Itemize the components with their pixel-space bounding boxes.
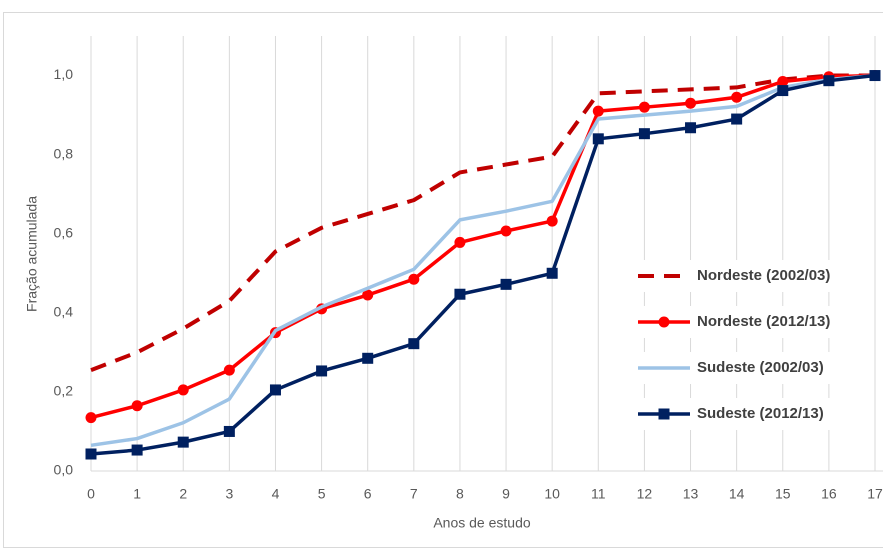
x-tick-label: 16 [821,486,837,502]
marker [658,316,670,328]
series-line [90,73,876,420]
marker [777,75,789,87]
y-tick-label: 0,4 [54,304,74,320]
marker [85,448,97,460]
x-tick-label: 2 [179,486,187,502]
x-tick-label: 6 [364,486,372,502]
marker [269,384,281,396]
x-tick-label: 12 [637,486,653,502]
marker [408,273,420,285]
x-tick-label: 15 [775,486,791,502]
marker [408,338,420,350]
marker [500,278,512,290]
y-tick-label: 0,6 [54,224,74,240]
series-line [90,73,875,373]
x-tick-label: 3 [225,486,233,502]
marker [592,105,604,117]
marker [362,289,374,301]
legend-label: Sudeste (2012/13) [697,405,824,422]
marker [869,70,881,82]
x-tick-label: 13 [683,486,699,502]
marker [223,425,235,437]
y-tick-label: 0,0 [54,462,74,478]
x-tick-label: 1 [133,486,141,502]
marker [131,400,143,412]
x-tick-label: 8 [456,486,464,502]
marker [638,101,650,113]
x-tick-label: 10 [544,486,560,502]
x-tick-label: 7 [410,486,418,502]
marker [777,85,789,97]
y-axis-title: Fração acumulada [24,196,40,312]
y-tick-label: 0,2 [54,383,74,399]
marker [731,113,743,125]
marker [454,236,466,248]
marker [362,352,374,364]
legend-label: Sudeste (2002/03) [697,359,824,376]
marker [592,133,604,145]
marker [316,365,328,377]
marker [177,436,189,448]
x-axis-title: Anos de estudo [433,515,531,531]
x-tick-label: 14 [729,486,745,502]
y-tick-label: 1,0 [54,66,74,82]
x-tick-label: 4 [272,486,280,502]
x-tick-label: 11 [591,486,606,502]
x-tick-label: 0 [87,486,95,502]
x-tick-label: 17 [867,486,883,502]
marker [500,225,512,237]
marker [546,267,558,279]
y-tick-label: 0,8 [54,145,74,161]
marker [454,288,466,300]
marker [85,412,97,424]
series-line [90,73,876,456]
marker [638,128,650,140]
series-line [90,73,876,448]
x-tick-label: 5 [318,486,326,502]
marker [658,408,670,420]
x-tick-label: 9 [502,486,510,502]
marker [131,444,143,456]
marker [731,91,743,103]
marker [685,122,697,134]
legend-label: Nordeste (2012/13) [697,313,830,330]
marker [685,97,697,109]
legend-label: Nordeste (2002/03) [697,267,830,284]
marker [823,75,835,87]
marker [177,384,189,396]
chart-border [3,12,883,548]
marker [223,364,235,376]
marker [546,215,558,227]
